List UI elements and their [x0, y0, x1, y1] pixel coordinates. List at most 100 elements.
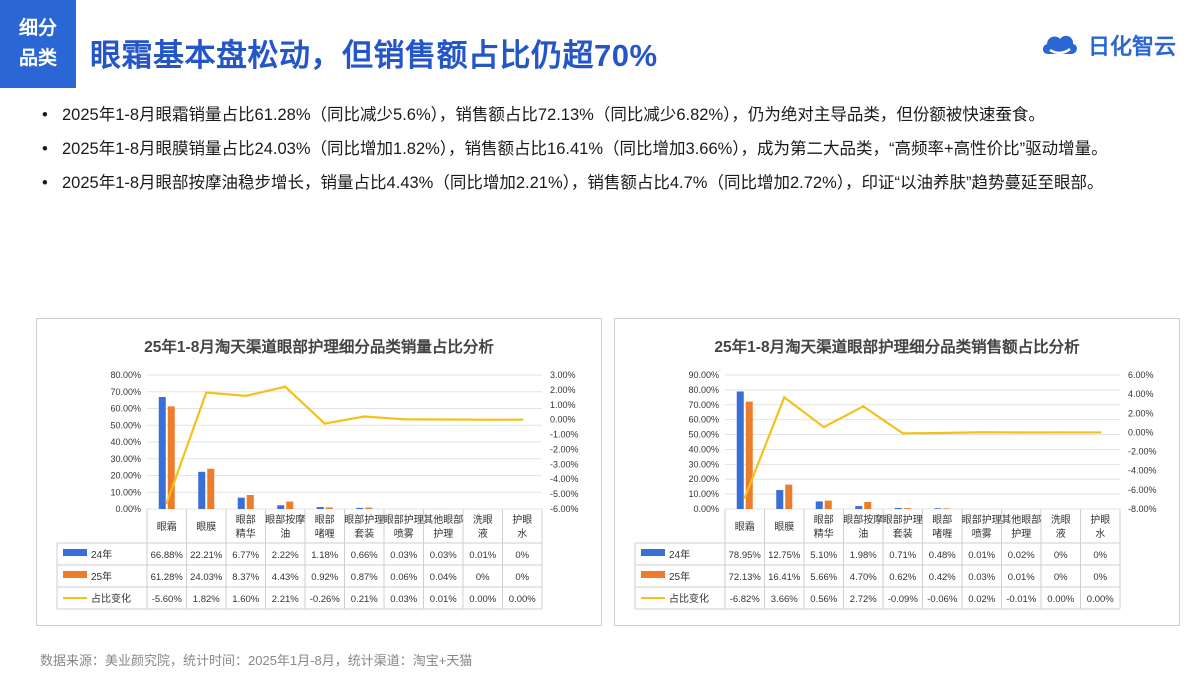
y-right-tick-label: 0.00%	[1128, 427, 1154, 437]
bar-25	[246, 494, 254, 509]
data-label: 0.48%	[929, 550, 956, 561]
y-left-tick-label: 50.00%	[688, 430, 719, 440]
y-right-tick-label: 1.00%	[550, 400, 576, 410]
bar-25	[864, 502, 872, 509]
category-label: 护理	[1011, 527, 1031, 540]
data-label: 0.06%	[390, 572, 417, 583]
legend-label: 24年	[669, 548, 690, 561]
category-label: 眼部	[315, 513, 335, 526]
data-label: 0.56%	[810, 594, 837, 605]
bar-24	[356, 507, 364, 509]
category-label: 油	[858, 527, 868, 540]
page-title: 眼霜基本盘松动，但销售额占比仍超70%	[90, 38, 658, 73]
data-label: 0.03%	[390, 594, 417, 605]
change-point	[402, 418, 405, 421]
category-label: 眼膜	[196, 521, 216, 533]
bullet-dot: •	[42, 174, 48, 192]
category-label: 液	[1056, 527, 1066, 540]
data-label: 16.41%	[768, 572, 801, 583]
data-label: 2.72%	[850, 594, 877, 605]
data-label: 5.66%	[810, 572, 837, 583]
category-label: 眼部按摩	[265, 513, 305, 526]
y-left-tick-label: 10.00%	[688, 489, 719, 499]
logo-text: 日化智云	[1087, 34, 1176, 59]
bar-25	[167, 406, 175, 509]
bar-25	[824, 500, 832, 509]
data-label: 0.01%	[469, 550, 496, 561]
y-left-tick-label: 0.00%	[693, 504, 719, 514]
category-label: 啫喱	[315, 527, 335, 540]
change-point	[783, 396, 786, 399]
bar-24	[815, 501, 823, 509]
category-label: 喷雾	[972, 528, 992, 540]
data-label: -0.26%	[310, 594, 341, 605]
bar-24	[158, 396, 166, 509]
category-label: 护理	[433, 527, 453, 540]
y-left-tick-label: 70.00%	[688, 400, 719, 410]
category-label: 眼部	[236, 513, 256, 526]
change-point	[1020, 431, 1023, 434]
y-right-tick-label: 3.00%	[550, 370, 576, 380]
y-right-tick-label: -2.00%	[1128, 447, 1157, 457]
data-label: 22.21%	[190, 550, 223, 561]
data-label: 0%	[515, 572, 529, 583]
data-label: 2.22%	[272, 550, 299, 561]
y-left-tick-label: 10.00%	[110, 487, 141, 497]
bullet-text: 2025年1-8月眼膜销量占比24.03%（同比增加1.82%），销售额占比16…	[62, 140, 1108, 158]
data-label: 12.75%	[768, 550, 801, 561]
data-label: -5.60%	[152, 594, 183, 605]
change-point	[1059, 431, 1062, 434]
chart-title: 25年1-8月淘天渠道眼部护理细分品类销售额占比分析	[714, 339, 1080, 356]
y-right-tick-label: -4.00%	[550, 474, 579, 484]
y-right-tick-label: -3.00%	[550, 459, 579, 469]
category-label: 精华	[814, 527, 834, 540]
data-label: 0.00%	[1087, 594, 1114, 605]
y-left-tick-label: 40.00%	[688, 444, 719, 454]
change-point	[822, 425, 825, 429]
legend-label: 24年	[91, 548, 112, 561]
data-label: 0%	[1054, 550, 1068, 561]
bar-24	[316, 507, 324, 509]
y-left-tick-label: 20.00%	[688, 474, 719, 484]
category-label: 洗眼	[473, 514, 493, 526]
section-tag-line2: 品类	[18, 48, 57, 69]
data-label: 0.01%	[968, 550, 995, 561]
change-point	[323, 422, 326, 425]
data-source-note: 数据来源：美业颜究院，统计时间：2025年1月-8月，统计渠道：淘宝+天猫	[40, 653, 473, 668]
category-label: 眼部	[814, 513, 834, 526]
data-label: 0.00%	[1047, 594, 1074, 605]
y-right-tick-label: 2.00%	[1128, 408, 1154, 418]
data-label: 0.66%	[351, 550, 378, 561]
change-point	[980, 431, 983, 434]
y-right-tick-label: -6.00%	[1128, 485, 1157, 495]
bar-24	[855, 506, 863, 509]
data-label: 0%	[515, 550, 529, 561]
y-left-tick-label: 80.00%	[110, 370, 141, 380]
data-label: 0%	[476, 572, 490, 583]
change-point	[165, 501, 168, 505]
legend-label: 25年	[669, 570, 690, 583]
section-tag-line1: 细分	[18, 18, 57, 39]
change-point	[244, 394, 247, 398]
data-label: 5.10%	[810, 550, 837, 561]
data-label: 0.00%	[509, 594, 536, 605]
data-label: 1.98%	[850, 550, 877, 561]
legend-swatch	[641, 571, 665, 578]
data-label: -0.09%	[888, 594, 919, 605]
y-right-tick-label: 0.00%	[550, 415, 576, 425]
category-label: 护眼	[1090, 513, 1110, 526]
bar-25	[943, 508, 951, 509]
data-label: 24.03%	[190, 572, 223, 583]
data-label: 78.95%	[729, 550, 762, 561]
category-label: 水	[1095, 528, 1105, 540]
category-label: 液	[478, 527, 488, 540]
change-point	[1099, 431, 1102, 434]
category-label: 其他眼部	[1001, 513, 1041, 526]
data-label: 2.21%	[272, 594, 299, 605]
data-label: 8.37%	[232, 572, 259, 583]
category-label: 油	[280, 527, 290, 540]
data-label: 4.70%	[850, 572, 877, 583]
bar-25	[785, 484, 793, 509]
category-label: 套装	[893, 527, 913, 540]
bar-25	[365, 507, 373, 509]
